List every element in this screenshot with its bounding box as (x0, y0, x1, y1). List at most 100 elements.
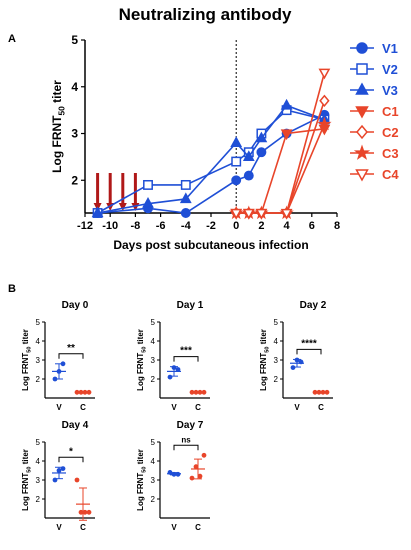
point-v3 (280, 98, 293, 110)
tick-label-y-day-4: 5 (36, 438, 41, 447)
data-point-day-0 (60, 361, 66, 367)
legend-marker-v1 (356, 42, 368, 54)
legend-label-c3: C3 (382, 146, 399, 161)
point-v1 (231, 175, 242, 186)
point-c2 (319, 94, 330, 107)
tick-label-y-day-2: 5 (274, 318, 279, 327)
data-point-day-1 (171, 365, 177, 370)
tick-label-y-day-1: 4 (151, 337, 156, 346)
tick-label-a-x: -10 (102, 220, 118, 232)
point-v1 (256, 147, 267, 158)
legend-marker-v3 (355, 82, 369, 95)
data-point-day-1 (167, 374, 173, 380)
tick-label-y-day-0: 3 (36, 356, 41, 365)
legend-label-v2: V2 (382, 62, 398, 77)
tick-label-a-x: -2 (206, 220, 216, 232)
tick-label-x-day-4: C (80, 523, 86, 532)
data-point-day-4 (82, 509, 88, 515)
point-v1 (243, 170, 254, 181)
tick-label-y-day-0: 4 (36, 337, 41, 346)
tick-label-x-day-0: C (80, 403, 86, 412)
point-v2 (180, 179, 191, 190)
data-point-day-0 (52, 376, 58, 382)
panel-title-day-7: Day 7 (177, 420, 204, 431)
vaccination-arrow-head (118, 203, 127, 211)
tick-label-a-y: 3 (71, 127, 78, 141)
data-point-day-7 (167, 470, 173, 475)
data-point-day-4 (78, 509, 84, 515)
tick-label-a-y: 5 (71, 33, 78, 47)
tick-label-a-x: 4 (284, 220, 291, 232)
data-point-day-7 (189, 475, 195, 481)
tick-label-y-day-0: 2 (36, 375, 41, 384)
tick-label-y-day-7: 4 (151, 457, 156, 466)
data-point-day-4 (52, 477, 58, 483)
legend-label-c1: C1 (382, 104, 399, 119)
significance-bracket-day-0 (58, 353, 84, 359)
ylabel-day-4: Log FRNT50 titer (21, 449, 32, 511)
data-point-day-4 (60, 466, 66, 471)
legend-marker-c2 (356, 124, 368, 140)
tick-label-x-day-7: C (195, 523, 201, 532)
data-point-day-0 (56, 369, 62, 374)
significance-bracket-day-7 (173, 444, 199, 451)
point-v1 (180, 208, 191, 218)
data-point-day-0 (78, 389, 84, 395)
tick-label-a-x: -12 (77, 220, 93, 232)
legend-marker-c3 (353, 144, 371, 160)
data-point-day-2 (312, 389, 318, 395)
significance-label-day-4: * (69, 446, 73, 457)
tick-label-y-day-4: 2 (36, 495, 41, 504)
point-v2 (143, 179, 153, 190)
ylabel-day-0: Log FRNT50 titer (21, 329, 32, 391)
tick-label-y-day-0: 5 (36, 318, 41, 327)
point-c4 (280, 208, 293, 220)
tick-label-y-day-1: 3 (151, 356, 156, 365)
significance-bracket-day-2 (296, 348, 322, 355)
tick-label-x-day-1: V (171, 403, 177, 412)
data-point-day-1 (201, 389, 207, 395)
data-point-day-2 (294, 357, 300, 363)
panel-a-label: A (8, 33, 16, 45)
tick-label-a-y: 4 (71, 80, 78, 94)
tick-label-a-x: 2 (258, 220, 264, 232)
point-c4 (230, 208, 243, 220)
tick-label-a-x: 6 (309, 220, 315, 232)
panel-title-day-4: Day 4 (62, 420, 89, 431)
tick-label-y-day-4: 4 (36, 457, 41, 466)
panel-title-day-0: Day 0 (62, 300, 89, 311)
point-v3 (142, 197, 154, 208)
tick-label-y-day-7: 3 (151, 476, 156, 485)
point-c1 (280, 129, 293, 141)
legend-marker-v2 (356, 63, 368, 75)
data-point-day-2 (316, 389, 322, 395)
tick-label-a-x: -4 (181, 220, 192, 232)
point-c4 (318, 68, 331, 80)
tick-label-y-day-7: 5 (151, 438, 156, 447)
significance-label-day-0: ** (67, 343, 75, 354)
data-point-day-7 (175, 471, 181, 477)
tick-label-a-x: 8 (334, 220, 340, 232)
data-point-day-2 (320, 389, 326, 395)
ylabel-day-7: Log FRNT50 titer (136, 449, 147, 511)
tick-label-x-day-7: V (171, 523, 177, 532)
series-line-v3 (97, 104, 325, 214)
tick-label-y-day-1: 2 (151, 375, 156, 384)
tick-label-y-day-7: 2 (151, 495, 156, 504)
significance-bracket-day-1 (173, 356, 199, 362)
legend-label-v3: V3 (382, 83, 398, 98)
significance-label-day-1: *** (180, 346, 192, 357)
data-point-day-2 (298, 359, 304, 365)
tick-label-a-x: 0 (233, 220, 239, 232)
significance-label-day-2: **** (301, 338, 317, 349)
figure-title: Neutralizing antibody (119, 5, 292, 24)
data-point-day-1 (189, 389, 195, 395)
series-line-c4 (236, 72, 326, 214)
data-point-day-4 (86, 509, 92, 515)
tick-label-y-day-1: 5 (151, 318, 156, 327)
tick-label-x-day-0: V (56, 403, 62, 412)
data-point-day-7 (171, 471, 177, 477)
panel-title-day-1: Day 1 (177, 300, 204, 311)
data-point-day-7 (201, 452, 207, 458)
